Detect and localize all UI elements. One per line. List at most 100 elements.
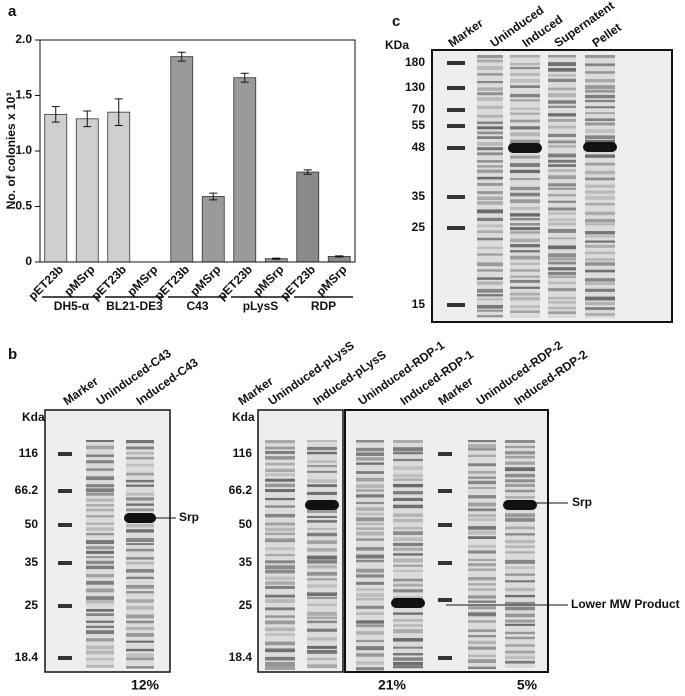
gel-band: [86, 556, 114, 559]
gel-band: [477, 55, 503, 59]
gel-band: [356, 527, 384, 531]
gel-band: [585, 282, 615, 285]
gel-band: [307, 484, 337, 488]
gel-band: [126, 548, 154, 552]
gel-band: [356, 581, 384, 585]
gel-band: [86, 508, 114, 512]
gel-band: [356, 588, 384, 591]
gel-band: [548, 306, 576, 310]
gel-band: [126, 626, 154, 630]
gel-band: [468, 577, 496, 581]
gel-band: [510, 206, 540, 210]
gel-band: [548, 257, 576, 261]
gel-band: [505, 526, 535, 530]
gel-band: [468, 486, 496, 490]
gel-band: [393, 646, 423, 649]
gel-band: [86, 498, 114, 502]
gel-band: [468, 454, 496, 458]
gel-band: [477, 59, 503, 63]
gel-band: [505, 650, 535, 654]
marker-band: [447, 146, 465, 150]
gel-band: [468, 495, 496, 499]
group-label: RDP: [311, 299, 336, 313]
gel-band: [548, 87, 576, 91]
gel-band: [356, 457, 384, 461]
gel-band: [468, 659, 496, 664]
gel-band: [510, 112, 540, 115]
gel-band: [126, 472, 154, 476]
gel-band: [510, 255, 540, 260]
error-bar: [335, 255, 344, 258]
gel-band: [505, 518, 535, 522]
lane-smear: [307, 440, 337, 668]
gel-band: [356, 639, 384, 643]
gel-band: [356, 593, 384, 598]
y-tick-label: 1.0: [15, 143, 32, 157]
gel-band: [510, 296, 540, 301]
gel-band: [510, 139, 540, 144]
gel-band: [477, 294, 503, 297]
lane-label: Marker: [446, 16, 487, 50]
gel-band: [510, 72, 540, 76]
marker-band: [447, 124, 465, 128]
lane-smear: [505, 440, 535, 668]
gel-band: [307, 657, 337, 661]
gel-band: [548, 207, 576, 211]
gel-band: [307, 509, 337, 513]
gel-band: [356, 646, 384, 651]
gel-band: [477, 209, 503, 214]
marker-band: [58, 561, 72, 565]
marker-label: 55: [412, 118, 426, 132]
gel-band: [510, 218, 540, 221]
lane-smear: [548, 55, 576, 318]
percent-label: 5%: [517, 677, 538, 693]
marker-band: [447, 226, 465, 230]
marker-label: 130: [405, 80, 425, 94]
gel-band: [477, 315, 503, 318]
gel-band: [585, 231, 615, 235]
gel-band: [307, 664, 337, 669]
gel-band: [86, 588, 114, 593]
gel-band: [477, 277, 503, 280]
gel-band: [393, 474, 423, 478]
gel-band: [585, 296, 615, 301]
gel-band: [356, 484, 384, 489]
gel-band: [126, 523, 154, 528]
lane-label: Marker: [61, 374, 102, 408]
gel-band: [548, 183, 576, 187]
gel-band: [126, 538, 154, 542]
gel-band: [477, 73, 503, 76]
gel-band: [477, 165, 503, 168]
gel-band: [585, 244, 615, 248]
gel-band: [510, 192, 540, 197]
gel-band: [468, 654, 496, 657]
marker-band: [438, 656, 452, 660]
gel-band: [548, 228, 576, 233]
marker-label: 35: [239, 555, 253, 569]
gel-band: [505, 539, 535, 544]
marker-band: [438, 561, 452, 565]
gel-band: [356, 447, 384, 452]
gel-band: [393, 665, 423, 669]
gel-band: [505, 467, 535, 472]
gel-band: [126, 640, 154, 643]
gel-band: [265, 532, 295, 536]
plot-frame: [39, 39, 356, 263]
gel-band: [356, 612, 384, 615]
marker-band: [447, 108, 465, 112]
gel-band: [548, 245, 576, 250]
gel-band: [86, 460, 114, 464]
gel-band: [86, 468, 114, 471]
gel-band: [468, 440, 496, 443]
gel-band: [126, 576, 154, 579]
panel-label: a: [8, 3, 17, 20]
gel-band: [585, 235, 615, 238]
gel-band: [307, 603, 337, 606]
panel-label: c: [392, 13, 400, 30]
gel-band: [393, 589, 423, 593]
gel-band: [477, 288, 503, 293]
gel-band: [393, 657, 423, 661]
lane-smear: [356, 440, 384, 668]
gel-band: [468, 606, 496, 610]
error-bar: [114, 98, 123, 126]
